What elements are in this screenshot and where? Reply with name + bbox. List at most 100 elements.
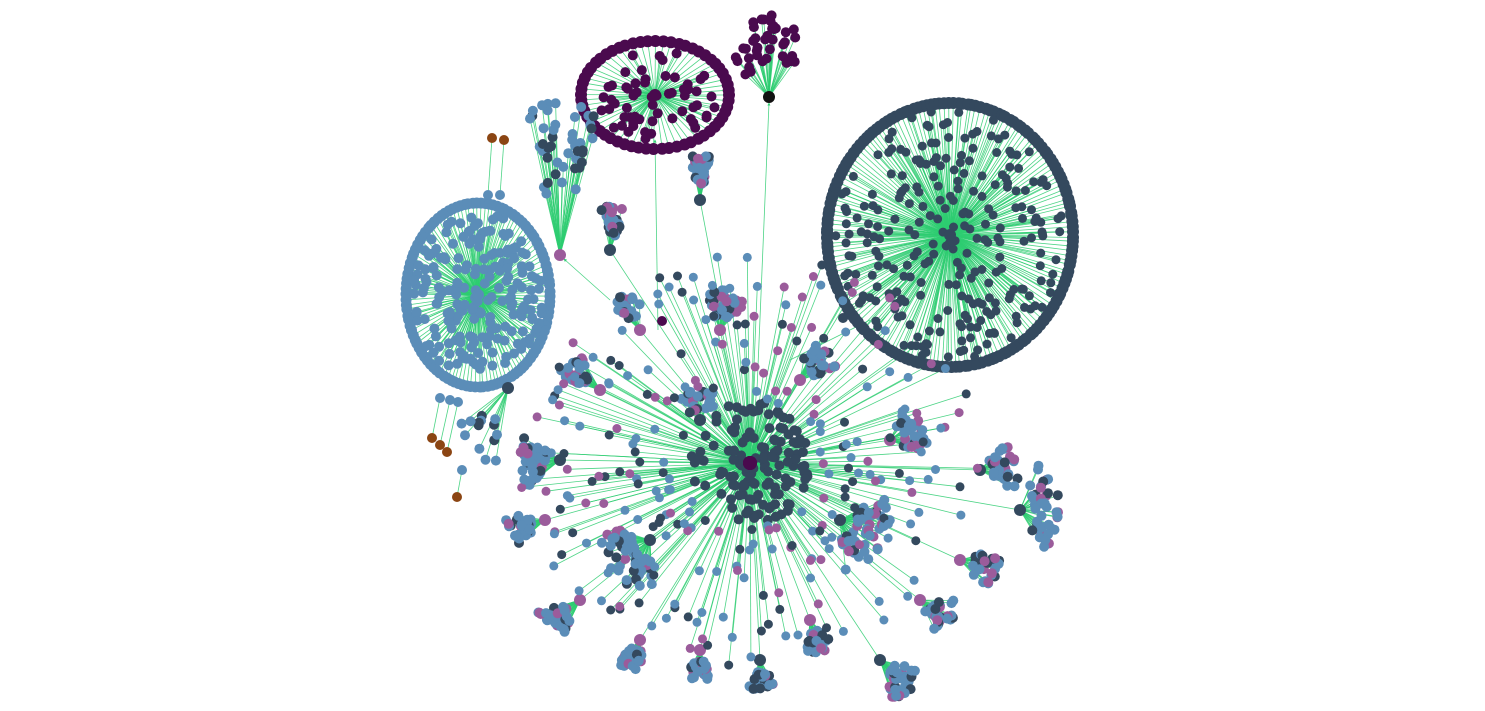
upper-left-fan-node <box>537 139 548 149</box>
blue-cluster-node <box>461 260 472 271</box>
central-leaf-node <box>955 482 965 492</box>
purple-cluster-node <box>690 122 701 133</box>
central-core-node <box>769 489 780 500</box>
central-leaf-node <box>708 383 718 393</box>
dark-cluster-node <box>1037 227 1047 237</box>
purple-cluster-node <box>667 113 678 124</box>
central-leaf-node <box>961 389 971 399</box>
chain-node <box>483 190 493 200</box>
graph-edge <box>599 94 656 132</box>
upper-left-fan-node <box>557 177 567 188</box>
graph-edge <box>749 368 946 464</box>
blue-cluster-node <box>509 253 520 264</box>
blue-cluster-node <box>500 358 511 368</box>
central-leaf-node <box>612 424 622 433</box>
central-leaf-node <box>642 389 652 399</box>
blue-cluster-node <box>433 282 444 293</box>
central-leaf-node <box>615 467 625 477</box>
graph-edge <box>558 168 576 256</box>
dark-cluster-node <box>990 298 1000 308</box>
graph-edge <box>612 50 656 96</box>
central-fan-node <box>564 615 575 626</box>
central-leaf-node <box>815 447 825 457</box>
graph-edge <box>553 129 562 256</box>
dark-cluster-node <box>925 211 935 221</box>
sub-hub-node <box>694 414 706 426</box>
central-leaf-node <box>581 498 591 508</box>
dark-cluster-node <box>1031 213 1041 223</box>
central-leaf-node <box>956 510 966 520</box>
blue-cluster-node <box>497 296 508 306</box>
central-fan-node <box>1002 471 1013 482</box>
central-leaf-node <box>700 516 710 525</box>
graph-edge <box>835 233 951 237</box>
upper-left-fan-node <box>588 111 599 122</box>
central-leaf-node <box>819 333 829 343</box>
graph-edge <box>749 264 823 464</box>
dark-cluster-node <box>1017 202 1027 212</box>
central-leaf-node <box>560 416 570 426</box>
central-fan-node <box>613 565 624 576</box>
chain-fan-node <box>456 418 467 429</box>
blue-cluster-node <box>420 273 431 284</box>
central-leaf-node <box>824 544 834 554</box>
central-leaf-node <box>739 365 749 375</box>
dark-cluster-node <box>914 217 924 227</box>
graph-edge <box>749 462 915 581</box>
dark-cluster-node <box>1055 227 1065 237</box>
dark-cluster-node <box>904 199 914 209</box>
blue-cluster-node <box>466 212 477 223</box>
central-leaf-node <box>848 477 858 487</box>
purple-fan-node <box>765 16 776 26</box>
central-leaf-node <box>940 364 950 373</box>
dark-cluster-node <box>933 314 943 323</box>
central-leaf-node <box>808 272 818 281</box>
central-leaf-node <box>807 322 817 332</box>
graph-edge <box>431 397 442 439</box>
dark-cluster-node <box>927 138 936 148</box>
purple-fan-node <box>748 35 759 46</box>
dark-cluster-node <box>1020 186 1030 195</box>
graph-edge <box>416 294 479 313</box>
central-leaf-node <box>604 430 614 440</box>
central-core-node <box>731 402 742 413</box>
central-leaf-node <box>762 394 772 404</box>
brown-node <box>487 133 497 143</box>
graph-edge <box>616 428 751 464</box>
central-leaf-node <box>846 453 856 462</box>
central-leaf-node <box>742 252 752 262</box>
graph-edge <box>949 234 1051 293</box>
graph-edge <box>559 138 593 256</box>
blue-cluster-node <box>446 216 457 227</box>
central-leaf-node <box>885 367 895 377</box>
graph-edge <box>917 234 951 338</box>
graph-edge <box>424 294 479 320</box>
central-leaf-node <box>588 352 598 362</box>
central-leaf-node <box>838 626 848 636</box>
graph-edge <box>762 61 771 98</box>
central-leaf-node <box>570 372 580 382</box>
blue-cluster-node <box>503 271 514 282</box>
graph-edge <box>606 53 656 96</box>
central-core-node <box>758 499 769 510</box>
central-leaf-node <box>745 545 755 555</box>
central-leaf-node <box>658 468 668 478</box>
dark-cluster-node <box>951 280 961 290</box>
graph-edge <box>639 462 751 641</box>
dark-cluster-node <box>995 252 1005 262</box>
central-leaf-node <box>650 562 660 572</box>
central-leaf-node <box>559 449 569 458</box>
dark-cluster-node <box>984 278 994 288</box>
dark-cluster-node <box>973 345 983 355</box>
dark-cluster-node <box>844 229 854 239</box>
graph-edge <box>749 462 821 532</box>
graph-edge <box>558 139 573 256</box>
purple-cluster-node <box>628 118 639 128</box>
graph-edge <box>553 462 751 567</box>
central-leaf-node <box>972 463 982 473</box>
central-leaf-node <box>599 499 609 508</box>
central-leaf-node <box>894 468 904 478</box>
graph-edge <box>610 462 751 611</box>
blue-cluster-node <box>494 282 504 293</box>
